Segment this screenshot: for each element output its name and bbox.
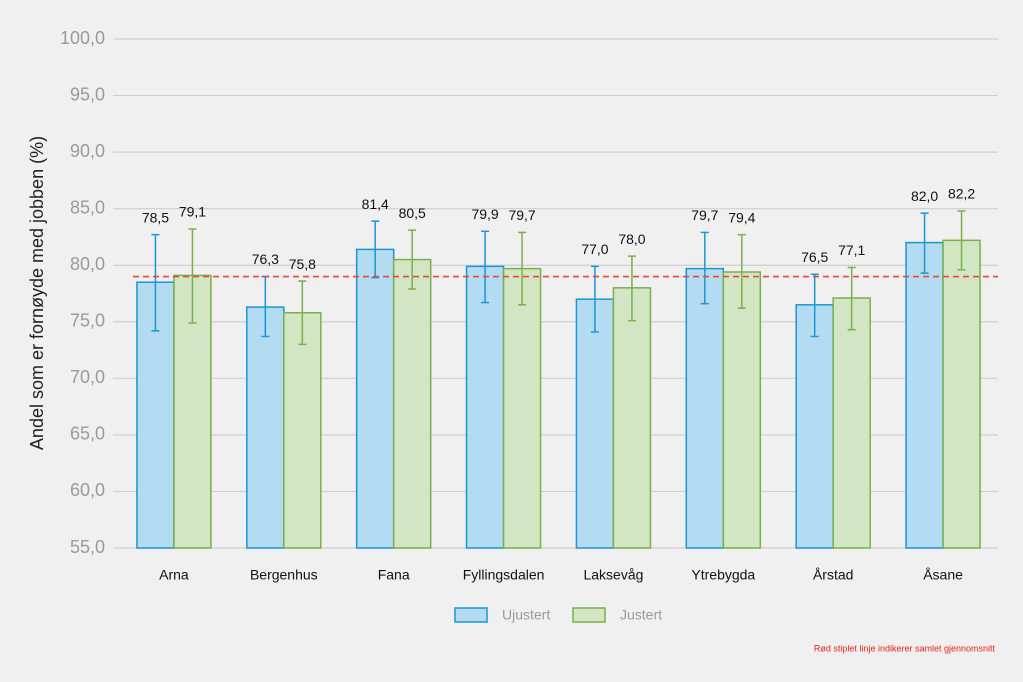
y-tick-label: 60,0: [70, 480, 105, 500]
bar: [612, 287, 652, 549]
bar: [942, 239, 981, 549]
legend-label: Ujustert: [502, 607, 550, 623]
note: Rød stiplet linje indikerer samlet gjenn…: [814, 643, 996, 653]
y-axis-label: Andel som er fornøyde med jobben (%): [27, 136, 47, 450]
value-label: 79,9: [471, 206, 498, 222]
value-label: 80,5: [399, 205, 426, 221]
x-tick-label: Fyllingsdalen: [463, 567, 545, 583]
bar: [355, 248, 395, 549]
bar: [502, 267, 542, 549]
bar: [685, 267, 725, 549]
y-tick-label: 65,0: [70, 424, 105, 444]
legend-swatch: [572, 607, 606, 623]
x-tick-label: Åsane: [923, 567, 963, 583]
value-label: 76,5: [801, 249, 828, 265]
x-tick-label: Arna: [159, 567, 189, 583]
value-label: 79,7: [691, 207, 718, 223]
bar: [722, 271, 762, 549]
bar: [795, 304, 834, 549]
x-tick-label: Fana: [378, 567, 410, 583]
value-label: 79,1: [179, 204, 206, 220]
value-label: 76,3: [252, 251, 279, 267]
value-label: 77,1: [838, 242, 865, 258]
value-label: 77,0: [581, 241, 608, 257]
bar: [832, 297, 871, 549]
y-tick-label: 80,0: [70, 254, 105, 274]
y-tick-label: 90,0: [70, 141, 105, 161]
value-label: 79,7: [508, 207, 535, 223]
bar: [392, 258, 432, 549]
x-tick-label: Årstad: [813, 567, 853, 583]
value-label: 82,2: [948, 186, 975, 202]
value-label: 82,0: [911, 188, 938, 204]
y-tick-label: 55,0: [70, 537, 105, 557]
x-tick-label: Bergenhus: [250, 567, 318, 583]
value-label: 81,4: [362, 196, 389, 212]
bar: [575, 298, 615, 549]
x-tick-label: Ytrebygda: [691, 567, 755, 583]
value-label: 78,5: [142, 209, 169, 225]
y-tick-label: 95,0: [70, 84, 105, 104]
bar: [465, 265, 505, 549]
value-label: 78,0: [618, 231, 645, 247]
y-tick-label: 75,0: [70, 311, 105, 331]
value-label: 79,4: [728, 209, 755, 225]
value-label: 75,8: [289, 256, 316, 272]
y-tick-label: 70,0: [70, 367, 105, 387]
y-tick-label: 85,0: [70, 197, 105, 217]
legend-label: Justert: [620, 607, 662, 623]
legend-swatch: [454, 607, 488, 623]
y-tick-label: 100,0: [60, 28, 105, 48]
bar: [246, 306, 285, 549]
bar: [905, 241, 944, 549]
x-tick-label: Laksevåg: [583, 567, 643, 583]
bar: [283, 311, 322, 549]
